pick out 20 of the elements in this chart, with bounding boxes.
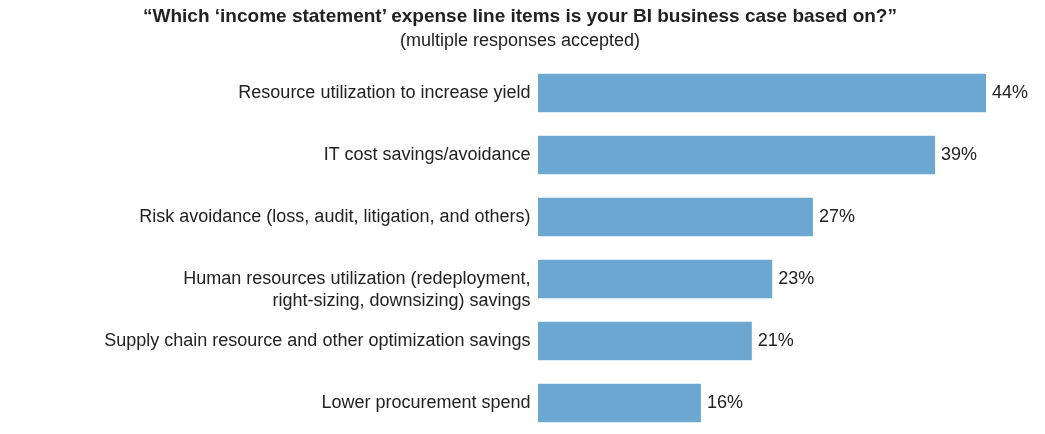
chart-subtitle: (multiple responses accepted)	[399, 30, 641, 50]
data-label: 23%	[778, 268, 815, 288]
data-label: 44%	[992, 82, 1029, 102]
chart-title: “Which ‘income statement’ expense line items is your BI business case based on?”	[143, 5, 897, 26]
y-tick-label: Risk avoidance (loss, audit, litigation, and others)	[139, 206, 531, 226]
bar	[538, 135, 936, 175]
y-tick-label: Resource utilization to increase yield	[238, 82, 531, 102]
data-label: 16%	[706, 392, 743, 412]
bar	[538, 321, 752, 361]
y-tick-label: Supply chain resource and other optimization savings	[104, 330, 531, 350]
data-label: 21%	[757, 330, 794, 350]
bar	[538, 73, 986, 113]
bar	[538, 197, 813, 237]
bar	[538, 383, 701, 423]
data-label: 27%	[818, 206, 855, 226]
y-tick-label: IT cost savings/avoidance	[323, 144, 531, 164]
data-label: 39%	[941, 144, 978, 164]
y-tick-label: Human resources utilization (redeployment, right-sizing, downsizing) savings	[183, 268, 531, 310]
bar	[538, 259, 773, 299]
y-tick-label: Lower procurement spend	[321, 392, 531, 412]
